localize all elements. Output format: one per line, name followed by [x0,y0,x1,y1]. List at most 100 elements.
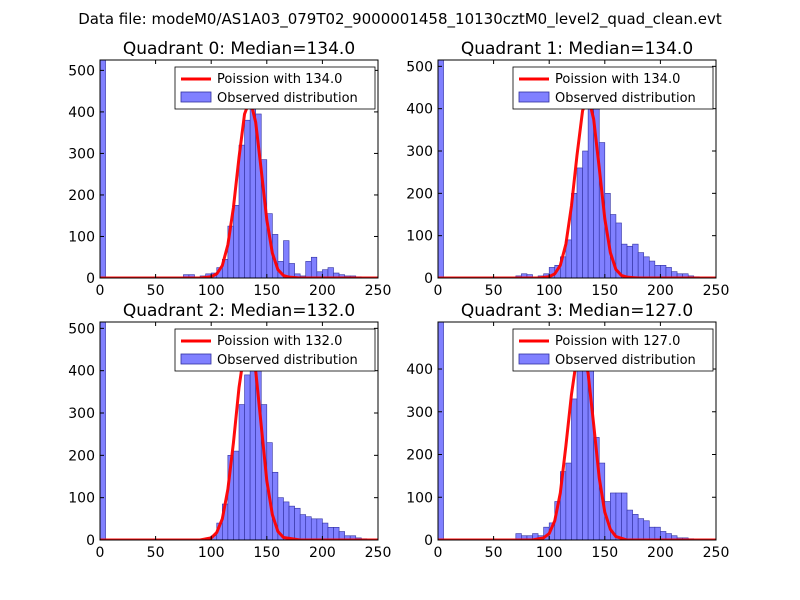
legend: Poission with 134.0 Observed distribution [512,66,714,110]
y-tick-label: 400 [68,105,95,121]
legend-line-label: Poission with 134.0 [555,72,680,87]
x-tick-label: 100 [198,545,225,561]
legend-line-label: Poission with 132.0 [217,334,342,349]
histogram-bar [571,398,578,540]
histogram-bar [438,322,444,540]
y-tick-label: 300 [68,146,95,162]
panel-title: Quadrant 3: Median=127.0 [461,301,693,321]
panel-title: Quadrant 2: Median=132.0 [123,301,355,321]
y-tick-label: 100 [68,229,95,245]
panel-quadrant-3: 0 50 100 150 200 250 0 100 200 300 400 Quadrant 3: … [406,301,729,561]
histogram-bar [654,265,661,278]
histogram-bar [632,514,639,540]
histogram-bar [621,492,628,540]
histogram-bar [249,349,256,540]
histogram-bar [305,261,312,278]
y-tick-label: 200 [406,186,433,202]
legend-line-label: Poission with 134.0 [217,72,342,87]
histogram-bar [576,368,583,540]
x-tick-label: 50 [147,545,165,561]
panel-title: Quadrant 1: Median=134.0 [461,39,693,59]
histogram-bar [233,450,240,540]
y-tick-label: 0 [424,533,433,549]
x-tick-label: 0 [96,283,105,299]
y-tick-label: 500 [406,59,433,75]
x-tick-label: 150 [591,545,618,561]
y-tick-label: 200 [406,448,433,464]
histogram-bar [665,267,672,278]
axes-frame [99,59,379,279]
legend-bar-swatch [180,353,212,365]
histogram-bar [305,516,312,540]
histogram-bar [244,374,251,540]
y-tick-label: 100 [406,490,433,506]
histogram-bar [327,527,334,540]
histogram-bar [100,60,106,278]
legend: Poission with 127.0 Observed distribution [512,328,714,372]
panel-quadrant-1: 0 50 100 150 200 250 0 100 200 300 400 500 Quadrant … [406,39,729,299]
histogram-bar [100,322,106,540]
histogram-bar [238,404,245,540]
x-tick-label: 250 [365,283,392,299]
histogram-bar [316,518,323,540]
y-tick-label: 500 [68,63,95,79]
x-tick-label: 100 [536,545,563,561]
histogram-bar [582,351,589,540]
histogram-bar [310,518,318,540]
legend-bar-label: Observed distribution [555,91,696,106]
panel-title: Quadrant 0: Median=134.0 [123,39,355,59]
x-tick-label: 0 [96,545,105,561]
x-tick-label: 150 [253,545,280,561]
x-tick-label: 0 [434,283,443,299]
y-tick-label: 0 [86,533,95,549]
y-tick-label: 400 [68,364,95,380]
x-tick-label: 150 [591,283,618,299]
histogram-bar [587,104,594,278]
histogram-bar [648,260,656,278]
histogram-bar [615,492,622,540]
histogram-bar [283,240,290,278]
y-tick-label: 500 [68,321,95,337]
legend-bar-label: Observed distribution [217,353,358,368]
x-tick-label: 150 [253,283,280,299]
histogram-bar [648,526,656,540]
y-tick-label: 200 [68,448,95,464]
histogram-bar [582,150,589,278]
plot-area [438,322,716,540]
legend-bar-swatch [180,91,212,103]
histogram-bar [626,509,633,540]
x-tick-label: 100 [198,283,225,299]
x-tick-label: 250 [365,545,392,561]
histogram-bar [565,462,572,540]
x-tick-label: 100 [536,283,563,299]
y-tick-label: 300 [68,406,95,422]
histogram-bar [233,205,240,278]
panel-quadrant-2: 0 50 100 150 200 250 0 100 200 300 400 500 Quadrant … [68,301,391,561]
legend-bar-label: Observed distribution [217,91,358,106]
axes-frame [437,59,717,279]
y-tick-label: 300 [406,144,433,160]
y-tick-label: 400 [406,102,433,118]
histogram-bar [643,520,650,540]
histogram-bar [333,527,340,540]
axes-frame [437,321,717,541]
x-tick-label: 50 [485,545,503,561]
y-tick-label: 100 [406,229,433,245]
legend-bar-swatch [518,353,550,365]
histogram-bar [288,505,295,540]
y-tick-label: 0 [86,271,95,287]
histogram-bar [322,522,329,540]
histogram-bar [299,514,307,540]
histogram-bar [660,265,667,278]
x-tick-label: 0 [434,545,443,561]
panel-quadrant-0: 0 50 100 150 200 250 0 100 200 300 400 500 Quadrant … [68,39,391,299]
x-tick-label: 200 [309,545,336,561]
x-tick-label: 250 [703,283,730,299]
histogram-bar [643,256,650,278]
histogram-bar [626,245,633,278]
x-tick-label: 50 [147,283,165,299]
histogram-bar [438,60,444,278]
legend: Poission with 132.0 Observed distribution [174,328,376,372]
axes-frame [99,321,379,541]
